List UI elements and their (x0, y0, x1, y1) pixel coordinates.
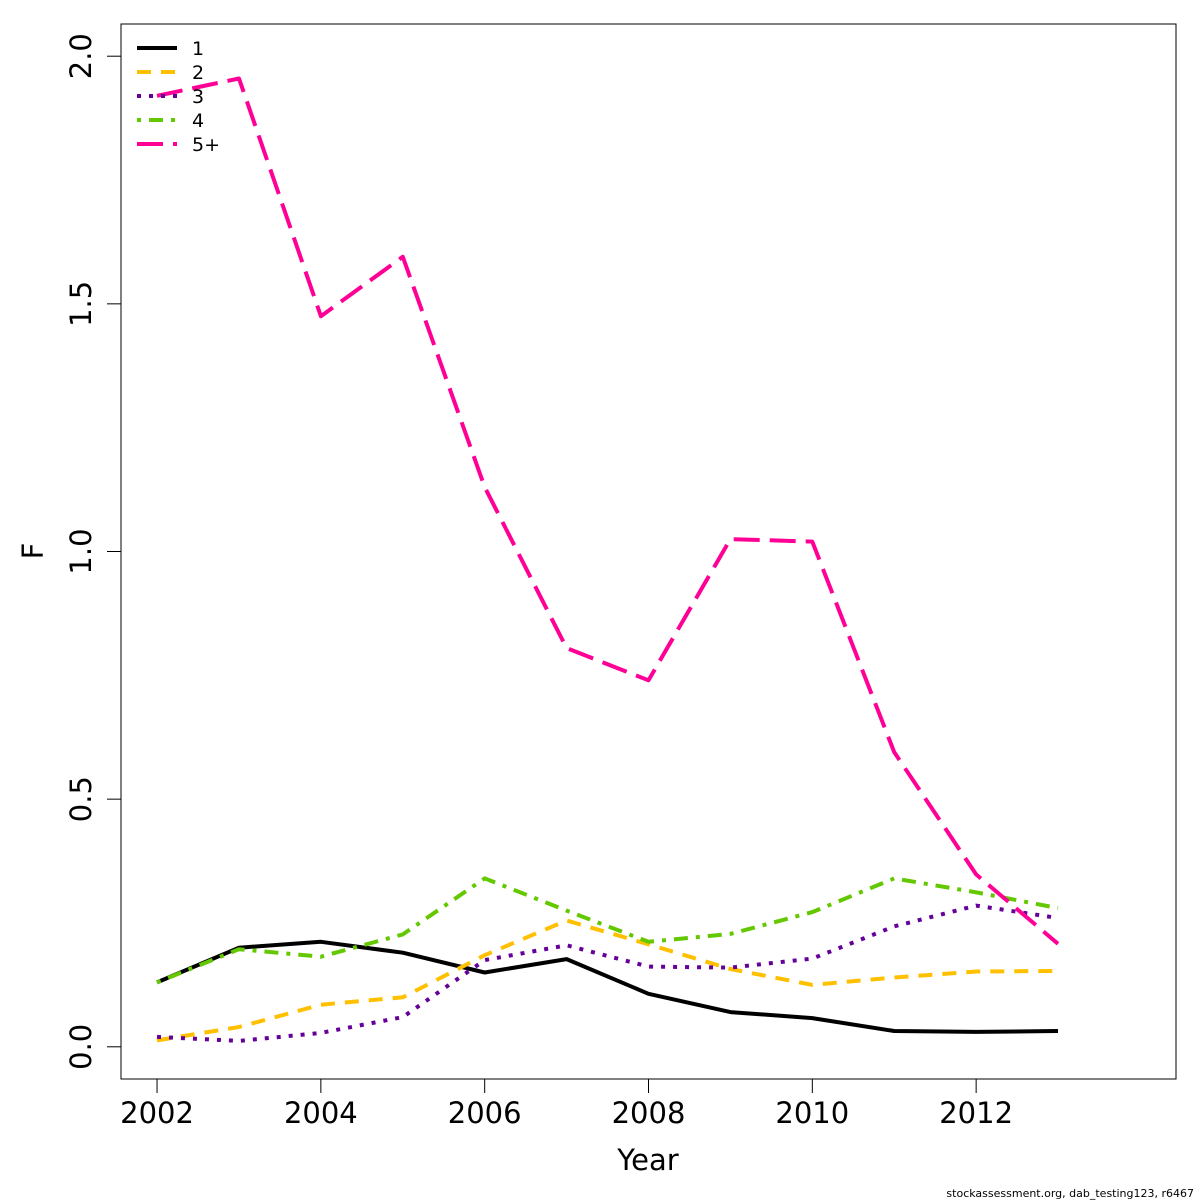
y-tick-label: 1.0 (64, 528, 98, 574)
y-tick-label: 1.5 (64, 281, 98, 327)
x-axis-title: Year (616, 1143, 678, 1177)
legend-label: 3 (192, 86, 204, 108)
series-layer (156, 76, 1060, 1043)
legend-label: 2 (192, 62, 204, 84)
legend-label: 5+ (192, 134, 220, 156)
x-axis: 2002 2004 2006 2008 2010 2012 (120, 1078, 1013, 1130)
y-tick-label: 0.5 (64, 776, 98, 822)
x-tick-label: 2002 (120, 1096, 194, 1130)
plot-frame (120, 23, 1177, 1080)
x-tick-label: 2008 (612, 1096, 686, 1130)
series-line-4 (156, 876, 1059, 985)
y-tick-label: 2.0 (64, 33, 98, 79)
x-tick-label: 2012 (939, 1096, 1013, 1130)
legend-label: 4 (192, 110, 204, 132)
y-axis: 0.0 0.5 1.0 1.5 2.0 (64, 33, 122, 1070)
series-line-3 (156, 903, 1059, 1043)
legend-label: 1 (192, 38, 204, 60)
x-tick-label: 2004 (284, 1096, 358, 1130)
series-line-2 (156, 918, 1059, 1043)
series-line-5 (156, 76, 1060, 946)
series-line-1 (156, 939, 1059, 1034)
x-tick-label: 2010 (775, 1096, 849, 1130)
y-tick-label: 0.0 (64, 1024, 98, 1070)
footer-credit: stockassessment.org, dab_testing123, r64… (946, 1187, 1194, 1200)
y-axis-title: F (16, 543, 50, 560)
x-tick-label: 2006 (448, 1096, 522, 1130)
